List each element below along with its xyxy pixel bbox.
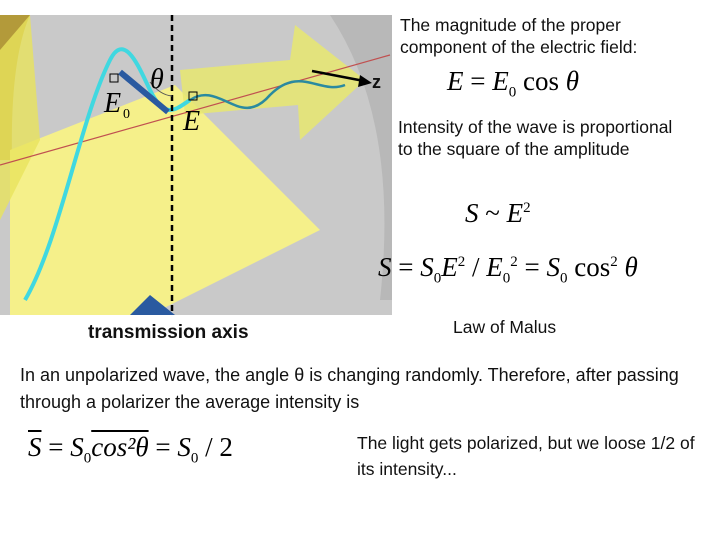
equation-part: cos xyxy=(516,66,566,96)
theta-label: θ xyxy=(150,64,164,95)
e-label: E xyxy=(182,106,200,137)
equation-part: 0 xyxy=(433,270,442,287)
equation-part: E xyxy=(506,198,524,228)
equation-part: E xyxy=(486,252,503,282)
equation-part: cos xyxy=(567,252,611,282)
malus-label: Law of Malus xyxy=(453,317,557,337)
equation-part: S xyxy=(378,252,392,282)
top-text: The magnitude of the proper component of… xyxy=(400,15,638,57)
equation-part: S xyxy=(177,432,191,462)
equation-part: 0 xyxy=(83,450,92,467)
polarizer-edge xyxy=(0,15,40,220)
equation-part: 0 xyxy=(508,84,517,101)
equation: S ~ E2 xyxy=(465,198,531,229)
polarizer xyxy=(10,85,320,315)
caption: transmission axis xyxy=(88,322,249,343)
equation-part: 2 xyxy=(457,254,466,270)
equation: S = S0cos²θ = S0 / 2 xyxy=(28,432,233,467)
equation-part: / xyxy=(465,252,487,282)
equation: S = S0E2 / E02 = S0 cos2 θ xyxy=(378,252,638,287)
equation-part: S xyxy=(28,432,42,462)
equation-part: E xyxy=(492,66,509,96)
equation-part: = xyxy=(463,66,493,96)
equation-part: / 2 xyxy=(198,432,233,462)
equation-part: θ xyxy=(624,252,638,282)
shade xyxy=(130,295,175,315)
equation-part: cos²θ xyxy=(91,432,149,462)
equation-part: S xyxy=(465,198,479,228)
equation-part: = xyxy=(391,252,421,282)
z-label: z xyxy=(372,72,381,92)
e0-subscript: 0 xyxy=(123,107,130,122)
e0-vector xyxy=(118,69,170,115)
equation-part: 0 xyxy=(502,270,511,287)
intensity-text: Intensity of the wave is proportional to… xyxy=(398,117,673,159)
equation-part: = xyxy=(517,252,547,282)
equation-part: E xyxy=(441,252,458,282)
e0-label: E xyxy=(103,88,121,119)
vector-mark xyxy=(109,73,119,83)
equation-part: θ xyxy=(565,66,579,96)
equation: E = E0 cos θ xyxy=(447,66,579,101)
equation-part: S xyxy=(70,432,84,462)
equation-part: 2 xyxy=(510,254,518,270)
equation-part: = xyxy=(148,432,178,462)
conclusion-text: The light gets polarized, but we loose 1… xyxy=(357,433,695,479)
equation-part: 0 xyxy=(190,450,199,467)
equation-part: 2 xyxy=(523,200,531,216)
equation-part: 2 xyxy=(610,254,618,270)
beam-arrow xyxy=(180,25,365,140)
equation-part: S xyxy=(546,252,560,282)
wave-e xyxy=(189,80,346,109)
vector-mark xyxy=(188,91,198,101)
equation-part: E xyxy=(447,66,464,96)
equation-part: ~ xyxy=(478,198,507,228)
ring-right xyxy=(330,15,392,300)
equation-part: S xyxy=(420,252,434,282)
unpolarized-text: In an unpolarized wave, the angle θ is c… xyxy=(20,365,679,412)
angle-arc xyxy=(149,81,173,97)
equation-part: = xyxy=(41,432,71,462)
figure: E 0 θ E xyxy=(0,15,392,315)
equation-part: 0 xyxy=(559,270,568,287)
